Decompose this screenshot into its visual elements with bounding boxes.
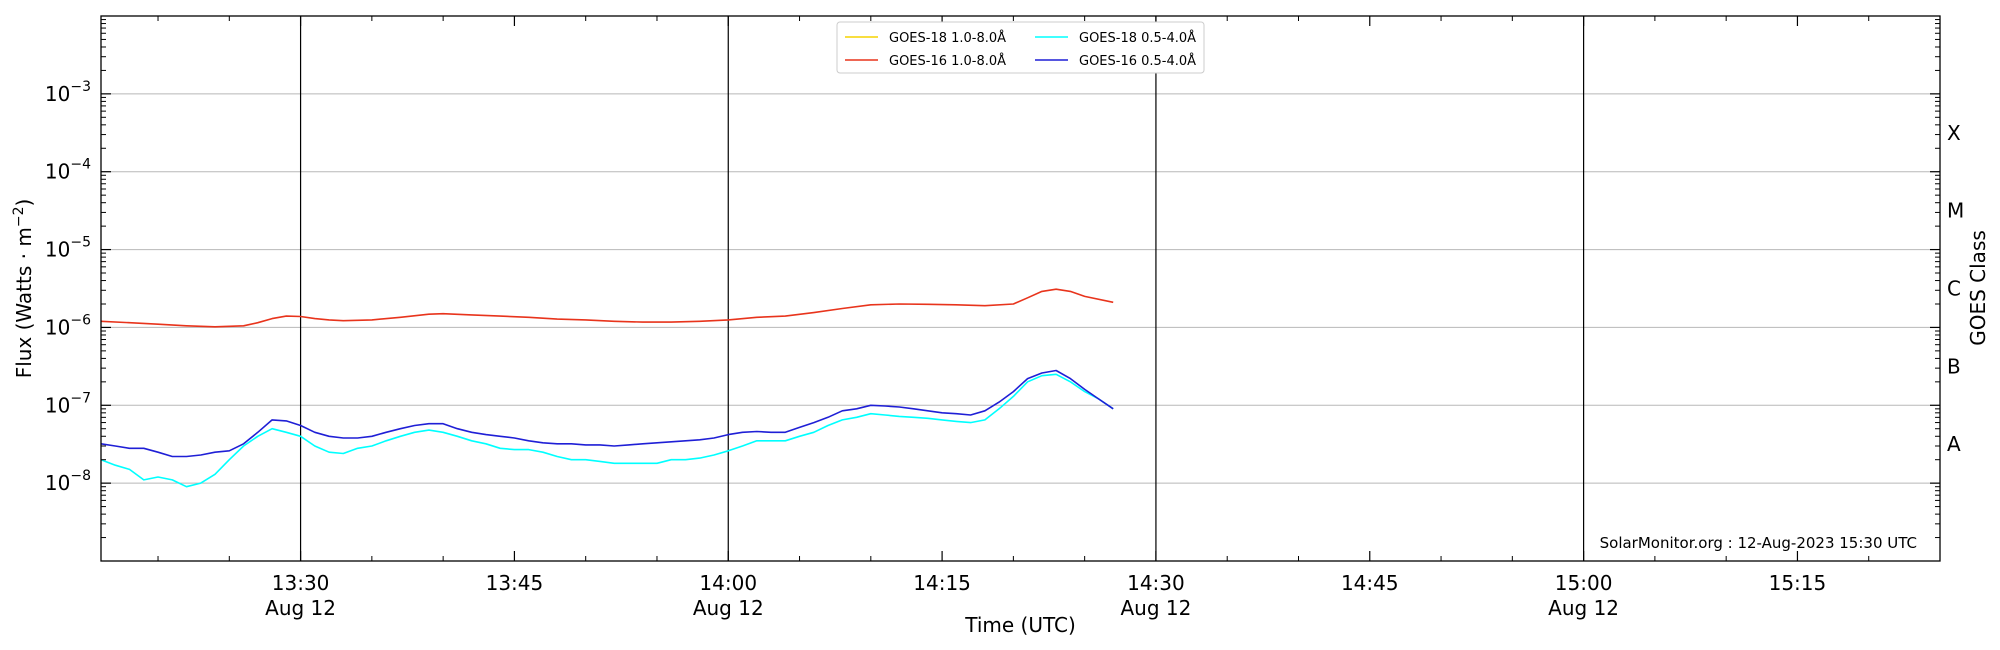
y-tick-label: 10−4 bbox=[45, 157, 91, 184]
y-tick-label: 10−8 bbox=[45, 468, 91, 495]
y-tick-label: 10−7 bbox=[45, 390, 91, 417]
y-tick-exponent: −5 bbox=[70, 235, 91, 251]
legend-label: GOES-18 1.0-8.0Å bbox=[889, 30, 1006, 46]
y-axis-title-exponent: −2 bbox=[11, 207, 27, 228]
axis-ticks bbox=[101, 16, 1941, 561]
gridlines bbox=[101, 93, 1940, 484]
series-lines bbox=[100, 288, 1114, 488]
y-tick-base: 10 bbox=[45, 160, 70, 184]
day-markers bbox=[299, 16, 1585, 561]
goes-class-label: B bbox=[1947, 354, 1961, 378]
series-line bbox=[100, 288, 1114, 328]
x-tick-label: 14:15 bbox=[913, 571, 971, 595]
y-tick-exponent: −6 bbox=[70, 312, 91, 328]
goes-class-label: C bbox=[1947, 277, 1961, 301]
goes-class-axis-title: GOES Class bbox=[1966, 230, 1990, 346]
plot-frame bbox=[100, 15, 1941, 562]
x-tick-label: 14:30 bbox=[1127, 571, 1185, 595]
x-tick-label: 15:00 bbox=[1555, 571, 1613, 595]
goes-class-label: M bbox=[1947, 199, 1964, 223]
y-tick-exponent: −8 bbox=[70, 468, 91, 484]
y-axis-title-close: ) bbox=[12, 199, 36, 207]
legend-box bbox=[836, 21, 1205, 74]
y-tick-base: 10 bbox=[45, 238, 70, 262]
legend-label: GOES-18 0.5-4.0Å bbox=[1079, 30, 1196, 46]
legend: GOES-18 1.0-8.0Å GOES-16 1.0-8.0Å GOES-18 … bbox=[836, 21, 1205, 74]
y-tick-base: 10 bbox=[45, 82, 70, 106]
legend-label: GOES-16 1.0-8.0Å bbox=[889, 53, 1006, 69]
series-line bbox=[100, 369, 1114, 458]
y-tick-base: 10 bbox=[45, 471, 70, 495]
x-tick-date-label: Aug 12 bbox=[1548, 596, 1619, 620]
x-tick-date-label: Aug 12 bbox=[693, 596, 764, 620]
y-tick-exponent: −4 bbox=[70, 157, 91, 173]
y-tick-label: 10−5 bbox=[45, 235, 91, 262]
goes-class-label: X bbox=[1947, 121, 1961, 145]
y-tick-label: 10−6 bbox=[45, 312, 91, 339]
series-line bbox=[100, 373, 1114, 488]
y-axis-title-main: Flux (Watts · m bbox=[12, 227, 36, 378]
y-tick-exponent: −7 bbox=[70, 390, 91, 406]
x-tick-date-label: Aug 12 bbox=[265, 596, 336, 620]
x-tick-label: 14:00 bbox=[699, 571, 757, 595]
y-tick-exponent: −3 bbox=[70, 79, 91, 95]
goes-class-label: A bbox=[1947, 432, 1961, 456]
x-tick-date-label: Aug 12 bbox=[1121, 596, 1192, 620]
y-axis-title: Flux (Watts · m−2) bbox=[11, 199, 36, 379]
x-axis-title: Time (UTC) bbox=[964, 613, 1076, 637]
x-tick-label: 15:15 bbox=[1769, 571, 1827, 595]
x-tick-label: 13:45 bbox=[486, 571, 544, 595]
x-tick-label: 13:30 bbox=[272, 571, 330, 595]
x-tick-label: 14:45 bbox=[1341, 571, 1399, 595]
credit-text: SolarMonitor.org : 12-Aug-2023 15:30 UTC bbox=[1600, 534, 1917, 552]
y-tick-base: 10 bbox=[45, 315, 70, 339]
y-tick-base: 10 bbox=[45, 393, 70, 417]
legend-label: GOES-16 0.5-4.0Å bbox=[1079, 53, 1196, 69]
y-tick-label: 10−3 bbox=[45, 79, 91, 106]
